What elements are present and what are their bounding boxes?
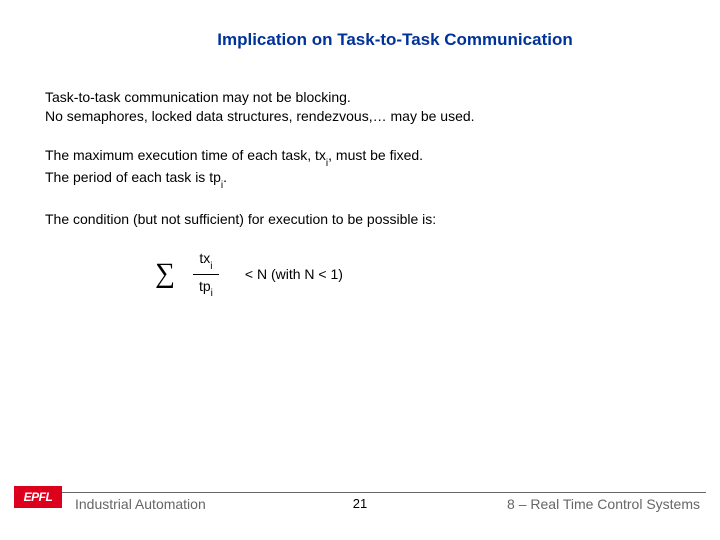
para2-line1: The maximum execution time of each task,… [45,146,675,168]
footer-divider [56,492,706,493]
para1-line2: No semaphores, locked data structures, r… [45,107,675,126]
para2-line2: The period of each task is tpi. [45,168,675,190]
frac-bot-sub: i [211,288,213,299]
para1-line1: Task-to-task communication may not be bl… [45,88,675,107]
footer-right-text: 8 – Real Time Control Systems [507,496,700,512]
fraction-denominator: tpi [193,275,219,299]
para2-sub: i [326,158,328,169]
para2b-sub: i [221,180,223,191]
frac-bot-base: tp [199,278,211,294]
frac-top-sub: i [210,261,212,272]
page-number: 21 [353,496,367,511]
formula-condition: < N (with N < 1) [245,265,343,284]
para2b-pre: The period of each task is tp [45,169,221,185]
para2-post: , must be fixed. [328,147,423,163]
sigma-symbol: ∑ [155,255,175,293]
frac-top-base: tx [199,250,210,266]
paragraph-3: The condition (but not sufficient) for e… [45,210,675,229]
fraction-numerator: txi [193,249,218,273]
slide: Implication on Task-to-Task Communicatio… [0,0,720,540]
paragraph-2: The maximum execution time of each task,… [45,146,675,191]
footer: EPFL Industrial Automation 21 8 – Real T… [0,492,720,522]
slide-title: Implication on Task-to-Task Communicatio… [115,30,675,50]
footer-left-text: Industrial Automation [75,496,206,512]
paragraph-1: Task-to-task communication may not be bl… [45,88,675,126]
logo-text: EPFL [24,490,53,504]
fraction: txi tpi [193,249,219,299]
formula: ∑ txi tpi < N (with N < 1) [155,249,675,299]
para2b-post: . [223,169,227,185]
para2-pre: The maximum execution time of each task,… [45,147,326,163]
epfl-logo: EPFL [14,486,62,508]
body-content: Task-to-task communication may not be bl… [45,88,675,299]
